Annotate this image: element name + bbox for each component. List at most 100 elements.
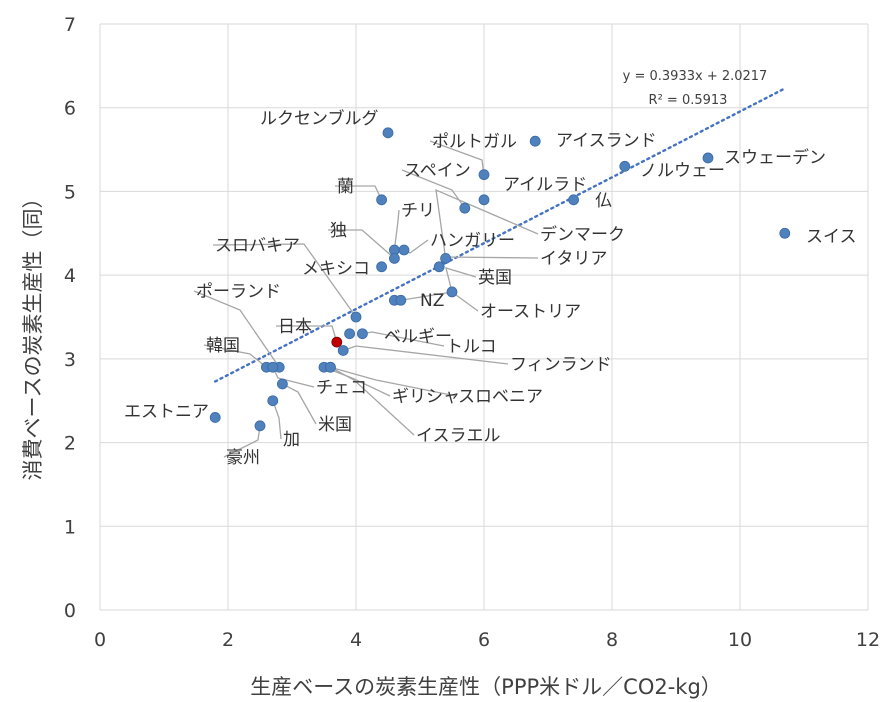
point-label: アイルラド (503, 175, 587, 195)
data-point (395, 294, 407, 306)
x-tick-label: 0 (94, 629, 106, 651)
data-point (254, 420, 266, 432)
grid-lines (99, 23, 869, 611)
data-point (209, 412, 221, 423)
leader-line (330, 366, 457, 397)
point-label: イタリア (540, 249, 607, 269)
y-tick-label: 1 (64, 516, 76, 538)
point-label: 韓国 (206, 336, 240, 356)
trendline-equation: y = 0.3933x + 2.0217 (623, 69, 768, 84)
point-label: スロバキア (215, 236, 300, 256)
data-point (529, 135, 541, 147)
point-label: 加 (283, 430, 300, 450)
point-label: スペイン (404, 161, 471, 181)
point-label: アイスランド (556, 131, 657, 151)
data-point (337, 345, 349, 356)
point-label: フィンランド (510, 355, 612, 375)
point-label: チリ (401, 201, 435, 221)
leader-line (435, 188, 539, 259)
data-point-highlighted (331, 336, 343, 348)
data-point (779, 227, 791, 239)
trendline-path (213, 87, 786, 383)
point-label: メキシコ (302, 259, 370, 279)
y-tick-label: 4 (64, 265, 76, 287)
x-tick-label: 10 (728, 629, 752, 651)
point-label: スイス (806, 227, 857, 247)
point-label: 豪州 (226, 447, 260, 468)
trendline (213, 87, 786, 383)
trendline-r-squared: R² = 0.5913 (649, 93, 728, 108)
point-label: ルクセンブルグ (260, 108, 379, 129)
leader-line (393, 209, 400, 251)
point-label: 日本 (278, 317, 312, 337)
point-label: NZ (420, 291, 444, 311)
point-label: オーストリア (480, 302, 581, 322)
point-label: ポルトガル (432, 132, 517, 152)
leader-line (272, 400, 282, 440)
point-label: ポーランド (196, 282, 281, 302)
x-tick-label: 6 (478, 629, 490, 651)
y-axis-label: 消費ベースの炭素生産性（同） (21, 188, 45, 481)
data-point (440, 252, 452, 264)
data-point (433, 261, 445, 273)
data-point (478, 194, 490, 206)
leader-line (401, 169, 466, 209)
data-point (446, 286, 458, 298)
y-tick-label: 5 (64, 181, 76, 203)
data-point (382, 127, 394, 139)
data-point (344, 328, 356, 340)
point-label: 蘭 (337, 177, 354, 197)
leader-line (445, 267, 477, 293)
data-point (568, 194, 579, 206)
point-label: ギリシャ (392, 387, 460, 407)
data-point (267, 395, 279, 407)
point-label: 英国 (478, 268, 512, 288)
leader-line (203, 344, 267, 368)
y-tick-label: 2 (64, 433, 76, 455)
data-point (459, 202, 471, 214)
y-tick-label: 0 (64, 600, 76, 622)
point-label: トルコ (446, 337, 497, 357)
point-label: スウェーデン (724, 147, 826, 168)
y-tick-label: 3 (64, 349, 76, 371)
data-point (350, 311, 362, 323)
leader-line (212, 243, 357, 318)
data-point (478, 169, 490, 181)
y-tick-label: 7 (64, 14, 76, 36)
data-point (267, 361, 279, 373)
point-label: 独 (330, 221, 347, 241)
x-tick-label: 2 (222, 629, 234, 651)
point-label: スロベニア (458, 387, 543, 407)
x-tick-label: 8 (606, 629, 618, 651)
x-tick-label: 12 (856, 629, 880, 651)
y-tick-label: 6 (64, 98, 76, 120)
point-label: デンマーク (540, 224, 625, 245)
point-label: ベルギー (384, 327, 452, 347)
data-point (276, 378, 288, 390)
data-point (324, 361, 336, 373)
point-label: 仏 (595, 191, 612, 211)
point-label: 米国 (318, 415, 352, 435)
leader-line (193, 290, 280, 368)
point-label: ノルウェー (640, 161, 725, 181)
point-label: エストニア (124, 402, 209, 422)
data-point (376, 194, 388, 206)
data-point (398, 244, 410, 256)
data-point (619, 160, 631, 172)
leader-line (276, 325, 338, 343)
point-label: ハンガリー (430, 231, 515, 251)
leader-line (328, 229, 395, 259)
leader-line (438, 256, 539, 268)
x-tick-label: 4 (350, 629, 362, 651)
data-point (702, 152, 714, 164)
point-label: チェコ (316, 378, 367, 398)
leader-line (282, 383, 317, 425)
data-points (209, 127, 791, 432)
point-label: イスラエル (416, 426, 501, 446)
data-point (376, 261, 388, 273)
data-point (388, 252, 400, 264)
data-point (356, 328, 368, 340)
